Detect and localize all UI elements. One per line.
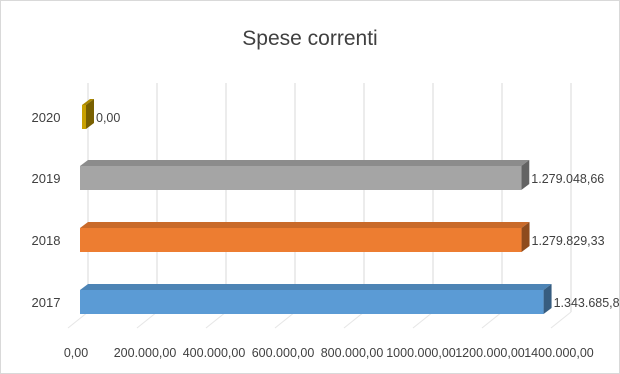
data-label: 1.279.048,66: [531, 172, 604, 186]
floor-gridline: [274, 311, 296, 329]
chart-title: Spese correnti: [242, 27, 377, 50]
bar-side-face: [521, 160, 530, 190]
data-label: 1.343.685,86: [554, 296, 620, 310]
bar-front-face: [80, 290, 544, 314]
x-tick-label: 800.000,00: [321, 346, 384, 360]
x-axis: 0,00 200.000,00 400.000,00 600.000,00 800.00…: [64, 346, 594, 360]
x-tick-label: 400.000,00: [183, 346, 246, 360]
x-tick-label: 600.000,00: [252, 346, 315, 360]
bar-side-face: [521, 222, 530, 252]
category-label: 2020: [32, 110, 61, 125]
bar-2018: [80, 222, 530, 252]
bar-top-face: [80, 222, 530, 228]
bar-front-face: [80, 166, 522, 190]
x-tick-label: 0,00: [64, 346, 88, 360]
bars: [80, 99, 552, 314]
category-label: 2019: [32, 171, 61, 186]
floor-gridline: [550, 311, 572, 329]
bar-front-face: [82, 105, 86, 129]
bar-side-face: [543, 284, 552, 314]
floor-gridline: [67, 311, 89, 329]
floor-gridline: [412, 311, 434, 329]
category-label: 2018: [32, 233, 61, 248]
x-tick-label: 1000.000,00: [386, 346, 456, 360]
bar-2017: [80, 284, 552, 314]
bar-top-face: [80, 160, 530, 166]
bar-front-face: [80, 228, 522, 252]
data-label: 1.279.829,33: [532, 234, 605, 248]
x-tick-label: 200.000,00: [114, 346, 177, 360]
floor-gridline: [481, 311, 503, 329]
floor-gridline: [343, 311, 365, 329]
data-label: 0,00: [96, 111, 120, 125]
bar-2020: [82, 99, 94, 129]
category-label: 2017: [32, 295, 61, 310]
labels: 2017 1.343.685,86 2018 1.279.829,33 2019 1.27…: [32, 110, 620, 310]
bar-top-face: [80, 284, 552, 290]
bar-2019: [80, 160, 530, 190]
bar-top-face: [82, 99, 94, 105]
x-tick-label: 1200.000,00: [455, 346, 525, 360]
floor-gridline: [136, 311, 158, 329]
x-tick-label: 1400.000,00: [524, 346, 594, 360]
floor-gridline: [205, 311, 227, 329]
bar-side-face: [86, 99, 94, 129]
